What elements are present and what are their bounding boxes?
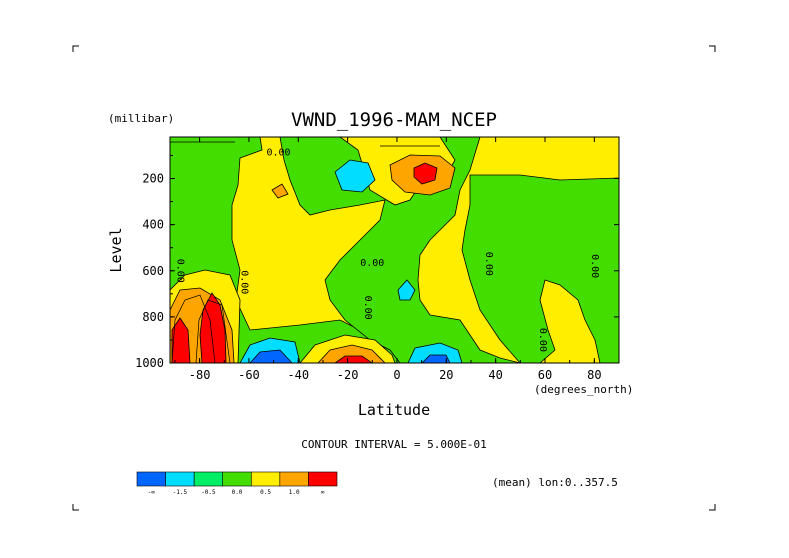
negative-regions (170, 137, 619, 363)
contour-label: 0.00 (239, 270, 250, 294)
colorbar-swatch (165, 471, 195, 487)
chart-title: VWND_1996-MAM_NCEP (291, 109, 497, 131)
x-tick-label: -20 (337, 368, 359, 382)
x-tick-label: 20 (439, 368, 453, 382)
contour-interval-label: CONTOUR INTERVAL = 5.000E-01 (301, 438, 486, 451)
colorbar-label: -1.5 (173, 489, 188, 496)
y-tick-label: 1000 (135, 356, 164, 370)
y-axis: 200 400 600 800 1000 (135, 154, 619, 370)
x-tick-label: 40 (488, 368, 502, 382)
colorbar-label: 0.5 (260, 489, 271, 496)
contour-label: 0.00 (360, 258, 384, 269)
cyan-region-north (334, 159, 376, 193)
colorbar-label: -∞ (148, 489, 156, 496)
red-region-south-center (334, 355, 373, 363)
contour-label: 0.00 (267, 147, 291, 158)
contour-label: 0.00 (589, 254, 600, 278)
contour-line-sw-2 (195, 299, 231, 363)
contour-label: 0.00 (537, 328, 548, 352)
contour-label: 0.00 (483, 252, 494, 276)
positive-regions (170, 154, 463, 363)
y-axis-unit: (millibar) (108, 112, 174, 125)
colorbar: -∞ -1.5 -0.5 0.0 0.5 1.0 ∞ (136, 471, 338, 496)
colorbar-swatch (222, 471, 252, 487)
contour-labels: 0.00 0.00 0.00 0.00 0.00 0.00 0.00 0.00 (174, 147, 599, 352)
x-tick-label: 0 (393, 368, 400, 382)
contour-label: 0.00 (174, 259, 185, 283)
mean-label: (mean) lon:0..357.5 (492, 476, 618, 489)
contour-lines (170, 141, 440, 363)
contour-line-sw (171, 294, 216, 363)
colorbar-swatch (136, 471, 166, 487)
x-axis-unit: (degrees_north) (534, 383, 633, 396)
y-tick-label: 600 (142, 264, 164, 278)
colorbar-swatch (250, 471, 281, 487)
y-tick-label: 400 (142, 218, 164, 232)
corner-mark-top-left (72, 45, 79, 52)
x-tick-label: 60 (538, 368, 552, 382)
x-tick-label: -80 (189, 368, 211, 382)
colorbar-swatch (193, 471, 224, 487)
colorbar-label: ∞ (321, 489, 325, 496)
corner-mark-bottom-right (709, 504, 716, 511)
red-region-southwest-a (171, 317, 191, 363)
colorbar-swatch (308, 471, 338, 487)
y-tick-label: 800 (142, 310, 164, 324)
colorbar-label: -0.5 (201, 489, 216, 496)
colorbar-label: 0.0 (232, 489, 243, 496)
green-region-east (461, 174, 619, 363)
plot-frame (169, 136, 620, 364)
cyan-region-middle (397, 279, 416, 301)
x-tick-label: 80 (587, 368, 601, 382)
blue-region-south-west (249, 349, 293, 363)
x-axis: -80 -60 -40 -20 0 20 40 60 80 (174, 137, 620, 382)
cyan-region-south-east (407, 342, 463, 363)
y-axis-label: Level (107, 227, 125, 272)
corner-mark-top-right (709, 45, 716, 52)
corner-mark-bottom-left (72, 504, 79, 511)
colorbar-label: 1.0 (289, 489, 300, 496)
orange-region-south-center (317, 344, 386, 363)
x-tick-label: -60 (238, 368, 260, 382)
orange-region-small (271, 183, 289, 199)
x-axis-label: Latitude (358, 401, 430, 419)
y-tick-label: 200 (142, 172, 164, 186)
contour-label: 0.00 (362, 296, 373, 320)
corner-marks (72, 45, 716, 511)
red-region-north-center (413, 162, 438, 185)
contour-field (170, 137, 619, 363)
blue-region-south-east (421, 354, 451, 363)
colorbar-swatch (279, 471, 309, 487)
x-tick-label: -40 (287, 368, 309, 382)
